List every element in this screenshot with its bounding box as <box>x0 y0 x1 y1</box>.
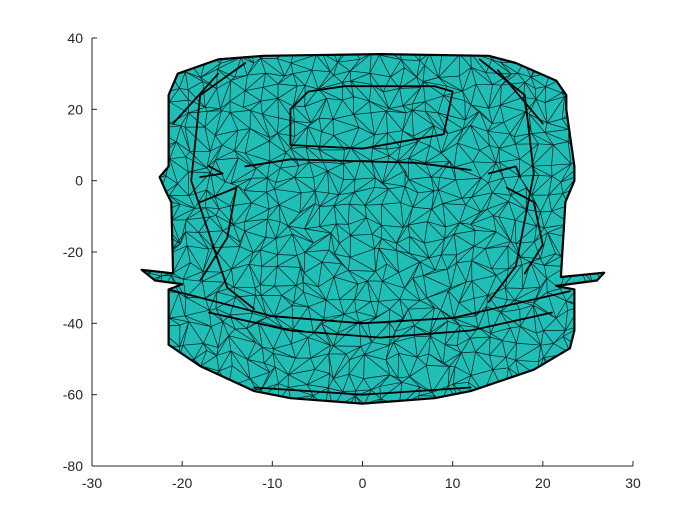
car-mesh-outline <box>140 53 606 405</box>
axes: -30 -20 -10 0 10 20 30 40 20 0 -20 -40 -60 -80 <box>63 30 641 491</box>
feature-line <box>244 158 472 171</box>
y-tick-label: 40 <box>67 30 83 46</box>
x-tick-label: -30 <box>82 475 102 491</box>
feature-line <box>253 386 472 396</box>
y-tick-label: 20 <box>67 101 83 117</box>
car-mesh-surface <box>140 53 606 405</box>
car-mesh-fill <box>141 54 605 404</box>
x-tick-label: -20 <box>172 475 192 491</box>
y-tick-label: -60 <box>63 387 83 403</box>
feature-line <box>167 288 571 325</box>
car-feature-lines <box>167 58 571 396</box>
feature-line <box>172 72 220 125</box>
feature-line <box>496 69 544 125</box>
y-tick-label: -20 <box>63 244 83 260</box>
feature-line <box>289 85 454 150</box>
y-tick-label: 0 <box>75 173 83 189</box>
feature-line <box>190 62 256 310</box>
feature-line <box>505 186 544 275</box>
feature-line <box>199 165 224 178</box>
x-tick-label: 0 <box>359 475 367 491</box>
x-tick-label: 20 <box>535 475 551 491</box>
y-tick-label: -80 <box>63 458 83 474</box>
feature-line <box>487 165 522 178</box>
feature-line <box>199 186 238 282</box>
x-tick-label: -10 <box>262 475 282 491</box>
feature-line <box>208 311 553 339</box>
y-tick-label: -40 <box>63 315 83 331</box>
x-tick-label: 30 <box>625 475 641 491</box>
x-axis-ticks: -30 -20 -10 0 10 20 30 <box>82 461 641 491</box>
x-tick-label: 10 <box>445 475 461 491</box>
y-axis-ticks: 40 20 0 -20 -40 -60 -80 <box>63 30 97 474</box>
